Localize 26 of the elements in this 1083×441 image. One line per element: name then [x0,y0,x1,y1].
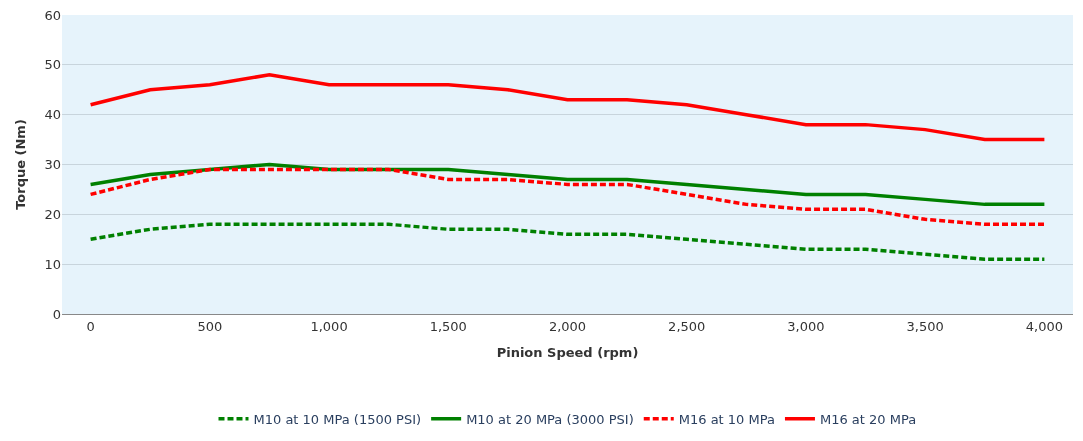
x-tick-label: 4,000 [1025,318,1063,334]
legend-label: M16 at 20 MPa [819,411,917,427]
line-series [88,162,1047,207]
x-tick-label: 2,500 [668,318,706,334]
line-series [88,73,1047,142]
y-tick-label: 40 [44,107,61,123]
y-tick-label: 30 [44,157,61,173]
line-series [88,167,1047,227]
y-tick-label: 20 [44,206,61,222]
x-tick-label: 3,000 [787,318,825,334]
x-tick-label: 1,500 [429,318,467,334]
legend-label: M10 at 20 MPa (3000 PSI) [466,411,634,427]
x-tick-label: 0 [86,318,95,334]
y-tick-label: 10 [44,256,61,272]
y-axis-title: Torque (Nm) [13,119,29,210]
x-tick-label: 1,000 [310,318,348,334]
x-tick-label: 3,500 [906,318,944,334]
line-series [88,222,1047,261]
x-tick-label: 500 [197,318,223,334]
y-tick-label: 60 [44,7,61,23]
legend-label: M16 at 10 MPa [678,411,775,427]
y-tick-label: 50 [44,57,61,73]
x-tick-label: 2,000 [548,318,587,334]
y-tick-label: 0 [52,306,61,322]
legend-label: M10 at 10 MPa (1500 PSI) [253,411,422,427]
x-axis-title: Pinion Speed (rpm) [496,345,639,361]
